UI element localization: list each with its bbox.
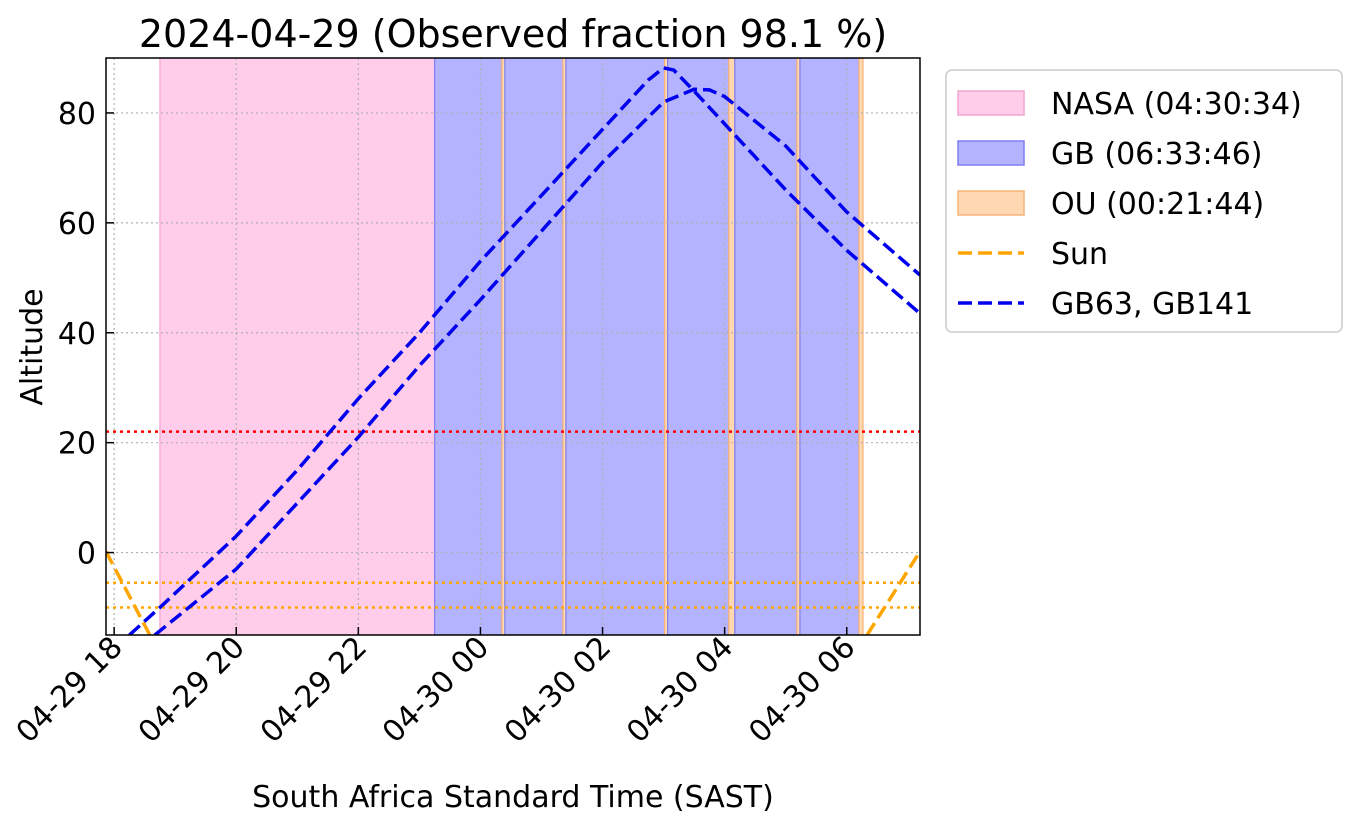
- legend-swatch: [957, 190, 1025, 216]
- legend-label: NASA (04:30:34): [1051, 87, 1302, 122]
- span-gb: [667, 58, 730, 635]
- x-tick-label: 04-30 00: [376, 630, 496, 750]
- legend-label: OU (00:21:44): [1051, 187, 1264, 222]
- line-sun: [865, 550, 920, 635]
- span-gb: [734, 58, 798, 635]
- y-tick-label: 60: [58, 207, 96, 242]
- y-tick-label: 20: [58, 427, 96, 462]
- x-tick-label: 04-29 20: [132, 630, 252, 750]
- legend-label: GB63, GB141: [1051, 287, 1253, 322]
- legend-entry-nasa-04-30-34: NASA (04:30:34): [957, 87, 1302, 122]
- span-ou: [728, 58, 736, 635]
- altitude-lines: [106, 66, 920, 635]
- x-axis: 04-29 18 04-29 20 04-29 22 04-30 00 04-30 02…: [10, 627, 862, 750]
- line-sun: [106, 550, 152, 635]
- line-gb63-gb141: [128, 66, 920, 635]
- x-tick-label: 04-29 22: [254, 630, 374, 750]
- span-nasa: [159, 58, 436, 635]
- shaded-spans: [159, 58, 864, 635]
- legend-swatch: [957, 140, 1025, 166]
- legend-entry-gb63-gb141: GB63, GB141: [958, 287, 1253, 322]
- x-tick-label: 04-29 18: [10, 630, 130, 750]
- y-axis-label: Altitude: [15, 288, 50, 405]
- chart-title: 2024-04-29 (Observed fraction 98.1 %): [139, 12, 887, 56]
- grid: [106, 58, 920, 635]
- span-gb: [504, 58, 564, 635]
- y-tick-label: 40: [58, 317, 96, 352]
- span-ou: [858, 58, 864, 635]
- y-tick-label: 0: [77, 537, 96, 572]
- legend-label: GB (06:33:46): [1051, 137, 1263, 172]
- span-gb: [565, 58, 666, 635]
- threshold-lines: [106, 430, 920, 609]
- legend: NASA (04:30:34) GB (06:33:46) OU (00:21:44…: [945, 69, 1343, 333]
- span-gb: [799, 58, 860, 635]
- legend-label: Sun: [1051, 237, 1108, 272]
- x-tick-label: 04-30 02: [498, 630, 618, 750]
- y-tick-label: 80: [58, 97, 96, 132]
- legend-entry-gb-06-33-46: GB (06:33:46): [957, 137, 1263, 172]
- span-gb: [434, 58, 503, 635]
- x-tick-label: 04-30 06: [742, 630, 862, 750]
- plot-frame: [105, 57, 921, 636]
- legend-swatch: [957, 90, 1025, 116]
- x-axis-label: South Africa Standard Time (SAST): [252, 780, 774, 815]
- legend-entry-sun: Sun: [958, 237, 1108, 272]
- legend-entry-ou-00-21-44: OU (00:21:44): [957, 187, 1264, 222]
- x-tick-label: 04-30 04: [620, 630, 740, 750]
- legend-frame: [945, 69, 1343, 333]
- line-gb63-gb141: [153, 87, 920, 635]
- y-axis: 0 20 40 60 80: [58, 97, 114, 572]
